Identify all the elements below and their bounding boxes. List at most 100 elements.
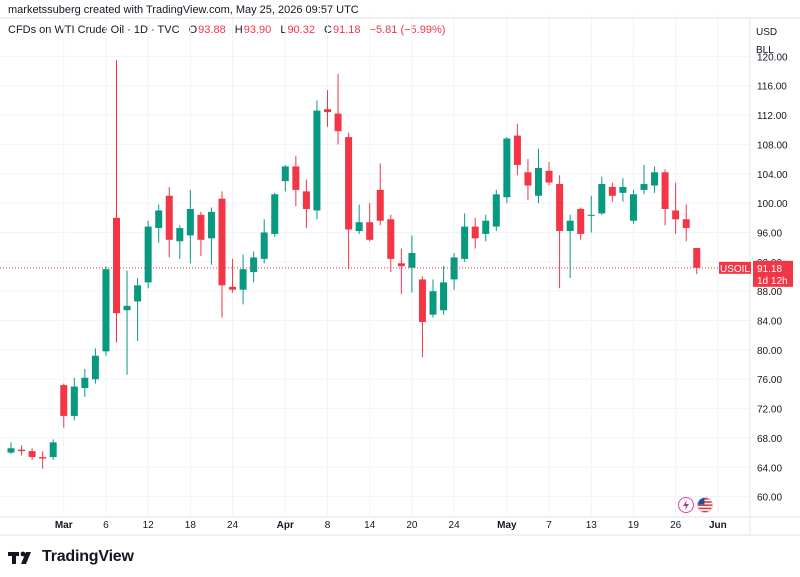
candle[interactable] <box>39 451 47 469</box>
candle-body <box>292 166 300 190</box>
candle[interactable] <box>313 100 321 220</box>
lightning-icon[interactable] <box>678 497 694 513</box>
candle-body <box>513 135 521 165</box>
us-flag-icon[interactable] <box>697 497 713 513</box>
y-tick-label: 80.00 <box>757 346 782 357</box>
candle-body <box>440 282 448 311</box>
candle[interactable] <box>165 186 173 258</box>
candle[interactable] <box>524 159 532 201</box>
candle[interactable] <box>355 204 363 234</box>
symbol-label[interactable]: CFDs on WTI Crude Oil · 1D · TVC <box>8 24 180 36</box>
candle[interactable] <box>28 448 36 460</box>
candle[interactable] <box>186 189 194 264</box>
candle[interactable] <box>492 189 500 232</box>
candle[interactable] <box>207 207 215 265</box>
y-tick-label: 104.00 <box>757 170 788 181</box>
candle[interactable] <box>640 164 648 195</box>
candle[interactable] <box>271 192 279 237</box>
candle[interactable] <box>197 211 205 256</box>
tradingview-logo-icon <box>8 550 38 564</box>
candle-body <box>313 110 321 211</box>
candle[interactable] <box>672 182 680 234</box>
candle[interactable] <box>566 214 574 278</box>
candle[interactable] <box>429 279 437 318</box>
candle[interactable] <box>60 383 68 428</box>
candle[interactable] <box>281 164 289 192</box>
candle[interactable] <box>324 90 331 127</box>
candle[interactable] <box>619 178 627 202</box>
currency-label[interactable]: USD <box>756 27 778 38</box>
candle[interactable] <box>598 176 606 215</box>
candle[interactable] <box>302 179 310 229</box>
x-tick-label: 24 <box>449 520 461 531</box>
candle-body <box>345 137 353 230</box>
candle[interactable] <box>682 204 690 242</box>
candle[interactable] <box>366 203 374 242</box>
candle[interactable] <box>408 235 416 293</box>
candle-body <box>661 172 669 209</box>
candle-body <box>91 355 99 380</box>
candle[interactable] <box>292 156 300 207</box>
candle[interactable] <box>345 132 353 270</box>
candle[interactable] <box>250 251 258 283</box>
candle[interactable] <box>418 276 426 358</box>
candle[interactable] <box>229 258 237 293</box>
candle[interactable] <box>91 348 99 384</box>
candle[interactable] <box>18 445 26 456</box>
candle-body <box>18 449 26 452</box>
candle[interactable] <box>387 214 395 273</box>
candle[interactable] <box>113 60 120 343</box>
symbol-tag-bg <box>719 261 751 274</box>
candle[interactable] <box>239 254 247 305</box>
candle-body <box>239 269 247 290</box>
candle-body <box>629 194 637 221</box>
candle[interactable] <box>123 270 131 375</box>
candle[interactable] <box>608 182 616 202</box>
candle-body <box>492 194 500 227</box>
candle[interactable] <box>260 219 268 264</box>
candle[interactable] <box>545 162 553 186</box>
candle[interactable] <box>661 169 669 226</box>
currency-box[interactable]: USD BLL <box>756 24 777 60</box>
candle[interactable] <box>70 377 78 421</box>
high-value: 93.90 <box>243 24 272 36</box>
unit-label[interactable]: BLL <box>756 45 774 56</box>
candle[interactable] <box>49 439 57 460</box>
candle[interactable] <box>218 191 226 318</box>
candle[interactable] <box>450 253 458 290</box>
candle[interactable] <box>513 123 521 176</box>
candle[interactable] <box>134 277 142 342</box>
candle[interactable] <box>81 368 89 397</box>
candle[interactable] <box>461 213 469 262</box>
candle[interactable] <box>535 148 542 204</box>
y-tick-label: 100.00 <box>757 199 788 210</box>
candle[interactable] <box>334 73 342 145</box>
candle[interactable] <box>471 217 479 249</box>
candle-body <box>165 195 173 240</box>
candle[interactable] <box>693 247 701 275</box>
candle[interactable] <box>376 163 384 226</box>
candle[interactable] <box>155 204 163 243</box>
symbol-tag[interactable]: USOIL <box>720 264 750 275</box>
candle[interactable] <box>440 266 448 315</box>
candle-body <box>693 248 701 268</box>
candle[interactable] <box>176 225 184 259</box>
candle[interactable] <box>102 266 110 356</box>
candle[interactable] <box>397 248 405 295</box>
candle-body <box>429 291 437 315</box>
candle[interactable] <box>629 189 637 224</box>
candle-body <box>482 220 490 234</box>
candle[interactable] <box>144 220 152 289</box>
candle[interactable] <box>577 207 585 240</box>
candle[interactable] <box>503 137 511 204</box>
candle[interactable] <box>556 175 564 289</box>
candle-body <box>355 222 363 232</box>
x-tick-label: Jun <box>709 520 727 531</box>
y-tick-label: 76.00 <box>757 375 782 386</box>
candle[interactable] <box>651 166 659 193</box>
tradingview-brand[interactable]: TradingView <box>8 546 134 568</box>
candle[interactable] <box>482 214 490 242</box>
candle[interactable] <box>587 195 595 233</box>
candle[interactable] <box>7 442 15 455</box>
